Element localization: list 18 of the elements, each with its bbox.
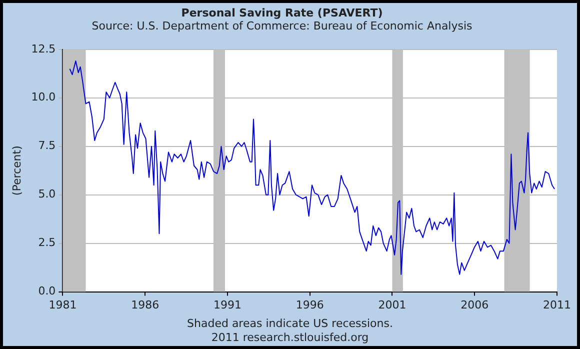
chart-subtitle: Source: U.S. Department of Commerce: Bureau of Economic Analysis	[92, 20, 473, 33]
x-tick-label: 2006	[460, 298, 489, 312]
text: Shaded areas indicate US recessions.	[186, 317, 394, 331]
text: 2011 research.stlouisfed.org	[210, 331, 370, 345]
y-tick-label: 2.5	[38, 236, 56, 250]
x-tick-label: 1981	[48, 298, 77, 312]
y-tick-label: 5.0	[38, 188, 56, 201]
y-axis-title: (Percent)	[10, 146, 24, 196]
y-tick-label: 0.0	[38, 284, 56, 298]
y-tick-label: 10.0	[31, 90, 56, 104]
y-tick-label: 7.5	[38, 139, 56, 152]
x-tick-label: 2001	[378, 298, 406, 312]
y-tick-label: 12.5	[31, 42, 56, 56]
x-tick-label: 1991	[213, 298, 242, 312]
chart-title: Personal Saving Rate (PSAVERT)	[181, 6, 383, 20]
x-tick-label: 1996	[296, 298, 324, 312]
x-tick-label: 1986	[131, 298, 160, 312]
x-tick-label: 2011	[543, 298, 571, 312]
